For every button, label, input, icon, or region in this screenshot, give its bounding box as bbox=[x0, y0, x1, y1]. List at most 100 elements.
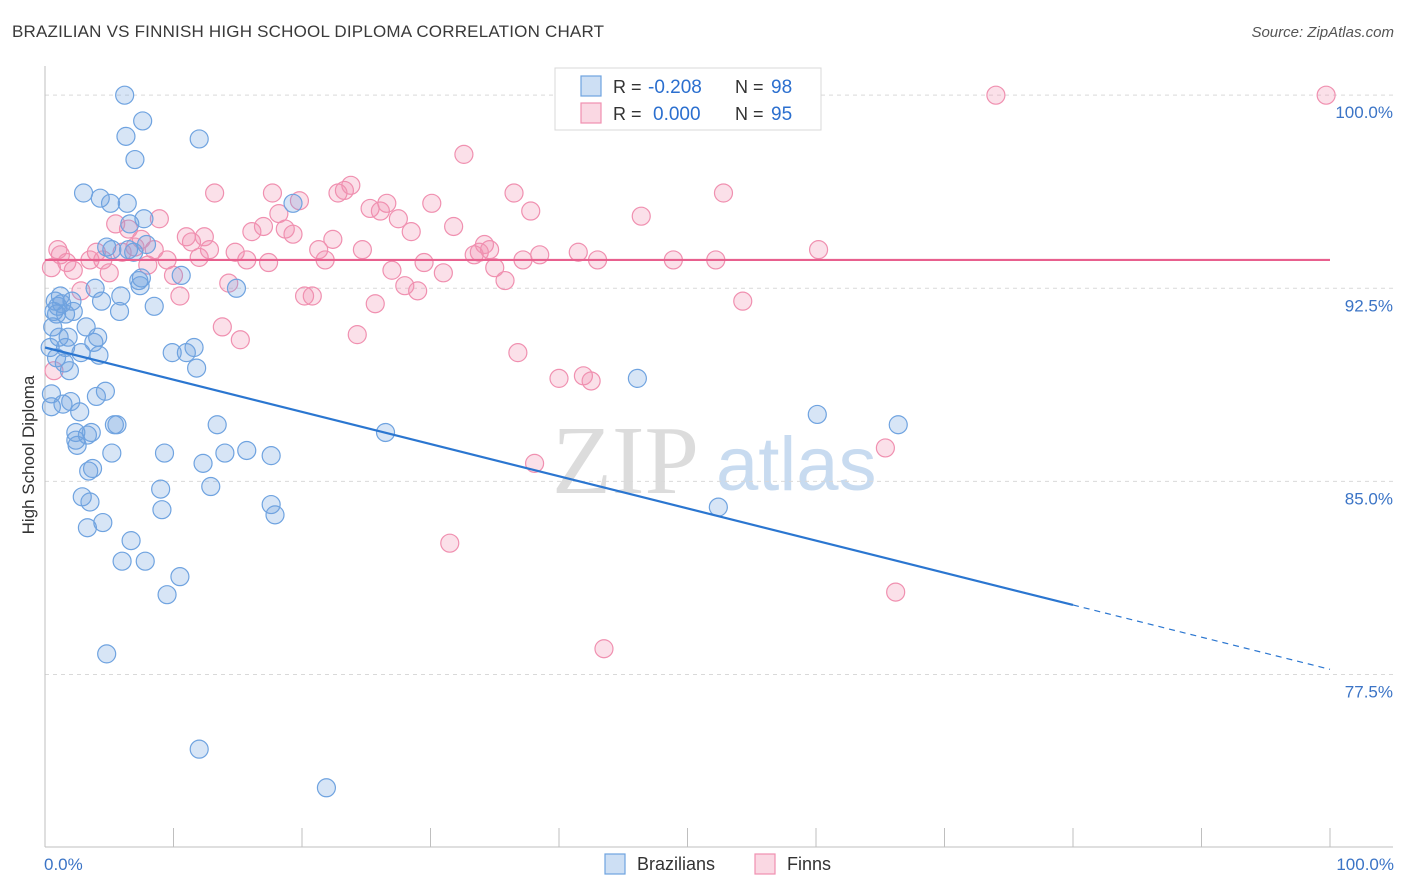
bottom-legend-swatch-pink bbox=[754, 853, 776, 875]
brazilian-point-89 bbox=[261, 494, 281, 515]
brazilian-point-63 bbox=[130, 276, 150, 296]
brazilians-trend-extension bbox=[1072, 604, 1331, 670]
brazilian-point-72 bbox=[154, 443, 175, 463]
brazilian-point-40 bbox=[90, 188, 110, 208]
brazilian-point-41 bbox=[91, 291, 112, 311]
y-tick-label-1: 85.0% bbox=[1345, 489, 1393, 508]
brazilian-point-92 bbox=[316, 778, 337, 798]
brazilian-point-91 bbox=[283, 193, 303, 213]
finn-point-82 bbox=[440, 533, 460, 553]
brazilian-point-66 bbox=[134, 209, 154, 229]
brazilian-point-24 bbox=[70, 402, 90, 422]
finn-point-18 bbox=[149, 209, 169, 229]
brazilian-point-64 bbox=[131, 268, 151, 288]
brazilian-point-76 bbox=[171, 265, 191, 286]
brazilian-point-82 bbox=[193, 453, 213, 473]
finn-point-93 bbox=[1316, 85, 1336, 105]
brazilian-point-88 bbox=[261, 446, 281, 466]
finn-point-67 bbox=[485, 258, 505, 278]
finn-point-71 bbox=[521, 201, 541, 221]
brazilian-point-57 bbox=[118, 240, 139, 260]
brazilian-point-85 bbox=[215, 443, 235, 463]
finn-point-69 bbox=[504, 183, 524, 203]
axes bbox=[44, 66, 1393, 848]
bottom-legend-swatch-blue bbox=[604, 853, 626, 875]
brazilian-point-67 bbox=[135, 551, 155, 571]
finn-point-47 bbox=[334, 180, 355, 201]
trend-lines bbox=[44, 258, 1331, 670]
brazilian-point-73 bbox=[157, 585, 177, 605]
brazilian-point-16 bbox=[58, 327, 78, 347]
y-axis-label: High School Diploma bbox=[19, 375, 38, 534]
series-legend: Brazilians Finns bbox=[604, 853, 831, 875]
brazilian-point-86 bbox=[226, 278, 247, 298]
finn-point-26 bbox=[199, 240, 220, 260]
brazilian-point-95 bbox=[627, 368, 647, 388]
finn-point-28 bbox=[212, 317, 232, 337]
brazilian-point-51 bbox=[109, 301, 130, 322]
legend-r-value-2: 0.000 bbox=[653, 104, 701, 125]
brazilian-point-37 bbox=[86, 386, 107, 407]
finn-point-41 bbox=[294, 286, 315, 306]
brazilian-point-59 bbox=[121, 531, 141, 551]
finn-point-68 bbox=[495, 270, 515, 291]
brazilian-point-33 bbox=[81, 422, 101, 443]
brazilian-point-90 bbox=[265, 505, 285, 525]
finn-point-8 bbox=[86, 242, 107, 262]
finn-point-60 bbox=[414, 252, 434, 273]
finn-point-31 bbox=[230, 330, 250, 350]
brazilian-point-45 bbox=[97, 644, 117, 664]
finn-point-5 bbox=[63, 260, 83, 280]
brazilians-trend-line bbox=[44, 346, 1074, 607]
bottom-legend-finns: Finns bbox=[787, 854, 831, 874]
brazilian-point-20 bbox=[63, 301, 83, 322]
finn-point-88 bbox=[733, 291, 753, 311]
stats-legend: R = -0.208 N = 98 R = 0.000 N = 95 bbox=[554, 67, 822, 131]
watermark-zip: ZIP bbox=[552, 407, 699, 515]
brazilians-points bbox=[40, 85, 908, 798]
brazilian-point-75 bbox=[170, 567, 190, 587]
brazilian-point-17 bbox=[59, 361, 80, 381]
brazilian-point-52 bbox=[111, 286, 131, 306]
finn-point-48 bbox=[341, 175, 361, 195]
finn-point-49 bbox=[347, 325, 367, 345]
finn-point-33 bbox=[242, 222, 262, 242]
brazilian-point-23 bbox=[67, 435, 87, 455]
finn-point-24 bbox=[189, 247, 209, 267]
brazilian-point-53 bbox=[112, 551, 132, 571]
finn-point-30 bbox=[225, 242, 245, 262]
legend-r-value-1: -0.208 bbox=[648, 77, 702, 98]
finn-point-39 bbox=[283, 224, 303, 244]
brazilian-point-84 bbox=[207, 415, 227, 435]
legend-n-label-1: N = bbox=[735, 77, 764, 97]
finn-point-63 bbox=[444, 216, 464, 237]
brazilian-point-47 bbox=[102, 240, 122, 260]
finn-point-54 bbox=[377, 193, 397, 213]
brazilian-point-97 bbox=[807, 404, 827, 425]
brazilian-point-79 bbox=[187, 358, 207, 378]
brazilian-point-44 bbox=[97, 237, 117, 257]
chart-title: BRAZILIAN VS FINNISH HIGH SCHOOL DIPLOMA… bbox=[12, 22, 605, 41]
y-tick-label-3: 100.0% bbox=[1335, 103, 1393, 122]
brazilian-point-69 bbox=[144, 296, 164, 316]
brazilian-point-70 bbox=[151, 479, 171, 499]
x-tick-label-max: 100.0% bbox=[1336, 855, 1394, 874]
finn-point-4 bbox=[57, 252, 77, 273]
brazilian-point-46 bbox=[100, 193, 121, 213]
legend-n-label-2: N = bbox=[735, 104, 764, 124]
brazilian-point-34 bbox=[82, 458, 103, 479]
brazilian-point-56 bbox=[117, 193, 137, 213]
y-tick-labels: 77.5% 85.0% 92.5% 100.0% bbox=[1335, 103, 1393, 701]
finn-point-55 bbox=[382, 260, 402, 280]
brazilian-point-10 bbox=[50, 286, 71, 306]
legend-r-label-1: R = bbox=[613, 77, 642, 97]
legend-swatch-pink bbox=[580, 102, 602, 124]
finn-point-77 bbox=[549, 368, 569, 388]
finn-point-56 bbox=[388, 209, 408, 229]
finn-point-84 bbox=[631, 206, 651, 226]
brazilian-point-81 bbox=[189, 739, 209, 759]
brazilian-point-29 bbox=[77, 518, 98, 538]
brazilian-point-55 bbox=[116, 126, 136, 146]
finn-point-34 bbox=[253, 216, 274, 237]
